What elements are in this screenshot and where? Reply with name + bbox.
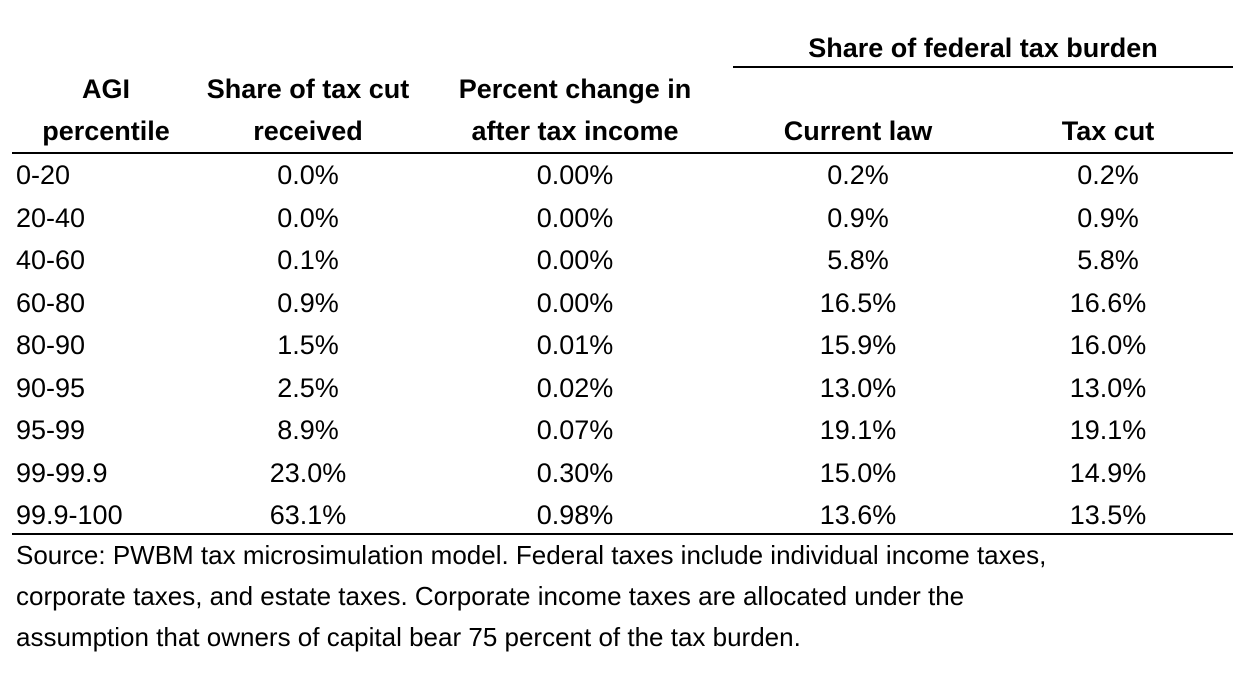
cell-current-law: 15.9% xyxy=(819,330,897,360)
cell-agi-percentile: 99-99.9 xyxy=(16,457,108,488)
cell-agi-percentile: 99.9-100 xyxy=(16,500,123,530)
table-row: 99.9-100 63.1% 0.98% 13.6% 13.5% xyxy=(0,494,1254,537)
cell-share-of-tax-cut: 2.5% xyxy=(277,372,339,403)
cell-share-of-tax-cut: 1.5% xyxy=(277,330,339,360)
table-row: 20-40 0.0% 0.00% 0.9% 0.9% xyxy=(0,197,1254,240)
cell-percent-change: 0.00% xyxy=(536,287,614,318)
column-header-current-law: Current law xyxy=(758,68,958,152)
cell-tax-cut: 13.5% xyxy=(1069,500,1147,530)
cell-tax-cut: 14.9% xyxy=(1069,457,1147,488)
table-row: 60-80 0.9% 0.00% 16.5% 16.6% xyxy=(0,282,1254,325)
cell-current-law: 13.0% xyxy=(819,372,897,403)
source-note-line: Source: PWBM tax microsimulation model. … xyxy=(16,540,1047,570)
cell-agi-percentile: 90-95 xyxy=(16,372,86,403)
cell-percent-change: 0.98% xyxy=(536,500,614,530)
column-header-line: Share of tax cut xyxy=(206,74,410,104)
table-bottom-rule xyxy=(12,533,1233,535)
group-header-federal-tax-burden: Share of federal tax burden xyxy=(808,33,1158,63)
cell-share-of-tax-cut: 8.9% xyxy=(277,415,339,445)
cell-share-of-tax-cut: 0.0% xyxy=(277,202,339,233)
cell-percent-change: 0.00% xyxy=(536,202,614,233)
cell-share-of-tax-cut: 23.0% xyxy=(269,457,347,488)
column-header-line: Percent change in xyxy=(458,74,692,104)
source-note: Source: PWBM tax microsimulation model. … xyxy=(16,535,1241,658)
cell-tax-cut: 0.2% xyxy=(1077,160,1139,190)
cell-agi-percentile: 0-20 xyxy=(16,160,71,190)
table-row: 95-99 8.9% 0.07% 19.1% 19.1% xyxy=(0,409,1254,452)
column-header-agi-percentile: AGI percentile xyxy=(16,68,196,152)
column-header-line: Tax cut xyxy=(1061,116,1155,146)
cell-current-law: 13.6% xyxy=(819,500,897,530)
cell-percent-change: 0.01% xyxy=(536,330,614,360)
column-header-line xyxy=(758,68,958,110)
column-header-line: received xyxy=(253,116,363,146)
cell-tax-cut: 5.8% xyxy=(1077,245,1139,275)
column-header-percent-change: Percent change in after tax income xyxy=(440,68,710,152)
cell-agi-percentile: 60-80 xyxy=(16,287,86,318)
cell-current-law: 0.9% xyxy=(827,202,889,233)
cell-tax-cut: 16.6% xyxy=(1069,287,1147,318)
column-header-share-of-tax-cut: Share of tax cut received xyxy=(200,68,416,152)
table-row: 90-95 2.5% 0.02% 13.0% 13.0% xyxy=(0,367,1254,410)
table-row: 0-20 0.0% 0.00% 0.2% 0.2% xyxy=(0,154,1254,197)
cell-tax-cut: 19.1% xyxy=(1069,415,1147,445)
cell-tax-cut: 16.0% xyxy=(1069,330,1147,360)
cell-agi-percentile: 20-40 xyxy=(16,202,86,233)
source-note-line: corporate taxes, and estate taxes. Corpo… xyxy=(16,581,965,611)
source-note-line: assumption that owners of capital bear 7… xyxy=(16,622,801,652)
table-row: 99-99.9 23.0% 0.30% 15.0% 14.9% xyxy=(0,452,1254,495)
cell-share-of-tax-cut: 0.1% xyxy=(277,245,339,275)
cell-current-law: 15.0% xyxy=(819,457,897,488)
cell-current-law: 19.1% xyxy=(819,415,897,445)
cell-current-law: 0.2% xyxy=(827,160,889,190)
cell-tax-cut: 0.9% xyxy=(1077,202,1139,233)
cell-tax-cut: 13.0% xyxy=(1069,372,1147,403)
cell-percent-change: 0.00% xyxy=(536,245,614,275)
table-row: 40-60 0.1% 0.00% 5.8% 5.8% xyxy=(0,239,1254,282)
cell-share-of-tax-cut: 0.0% xyxy=(277,160,339,190)
column-header-line: percentile xyxy=(42,116,170,146)
column-header-line: after tax income xyxy=(471,116,679,146)
cell-percent-change: 0.30% xyxy=(536,457,614,488)
cell-agi-percentile: 40-60 xyxy=(16,245,86,275)
table-row: 80-90 1.5% 0.01% 15.9% 16.0% xyxy=(0,324,1254,367)
cell-percent-change: 0.00% xyxy=(536,160,614,190)
cell-current-law: 16.5% xyxy=(819,287,897,318)
header-bottom-rule xyxy=(12,152,1233,154)
cell-share-of-tax-cut: 0.9% xyxy=(277,287,339,318)
column-header-tax-cut: Tax cut xyxy=(1008,68,1208,152)
cell-percent-change: 0.02% xyxy=(536,372,614,403)
cell-percent-change: 0.07% xyxy=(536,415,614,445)
column-header-line: AGI xyxy=(81,74,130,104)
table-body: 0-20 0.0% 0.00% 0.2% 0.2% 20-40 0.0% 0.0… xyxy=(0,154,1254,537)
cell-share-of-tax-cut: 63.1% xyxy=(269,500,347,530)
column-header-line xyxy=(1008,68,1208,110)
column-header-line: Current law xyxy=(783,116,933,146)
cell-agi-percentile: 80-90 xyxy=(16,330,86,360)
cell-agi-percentile: 95-99 xyxy=(16,415,86,445)
group-header-rule xyxy=(733,66,1233,68)
cell-current-law: 5.8% xyxy=(827,245,889,275)
